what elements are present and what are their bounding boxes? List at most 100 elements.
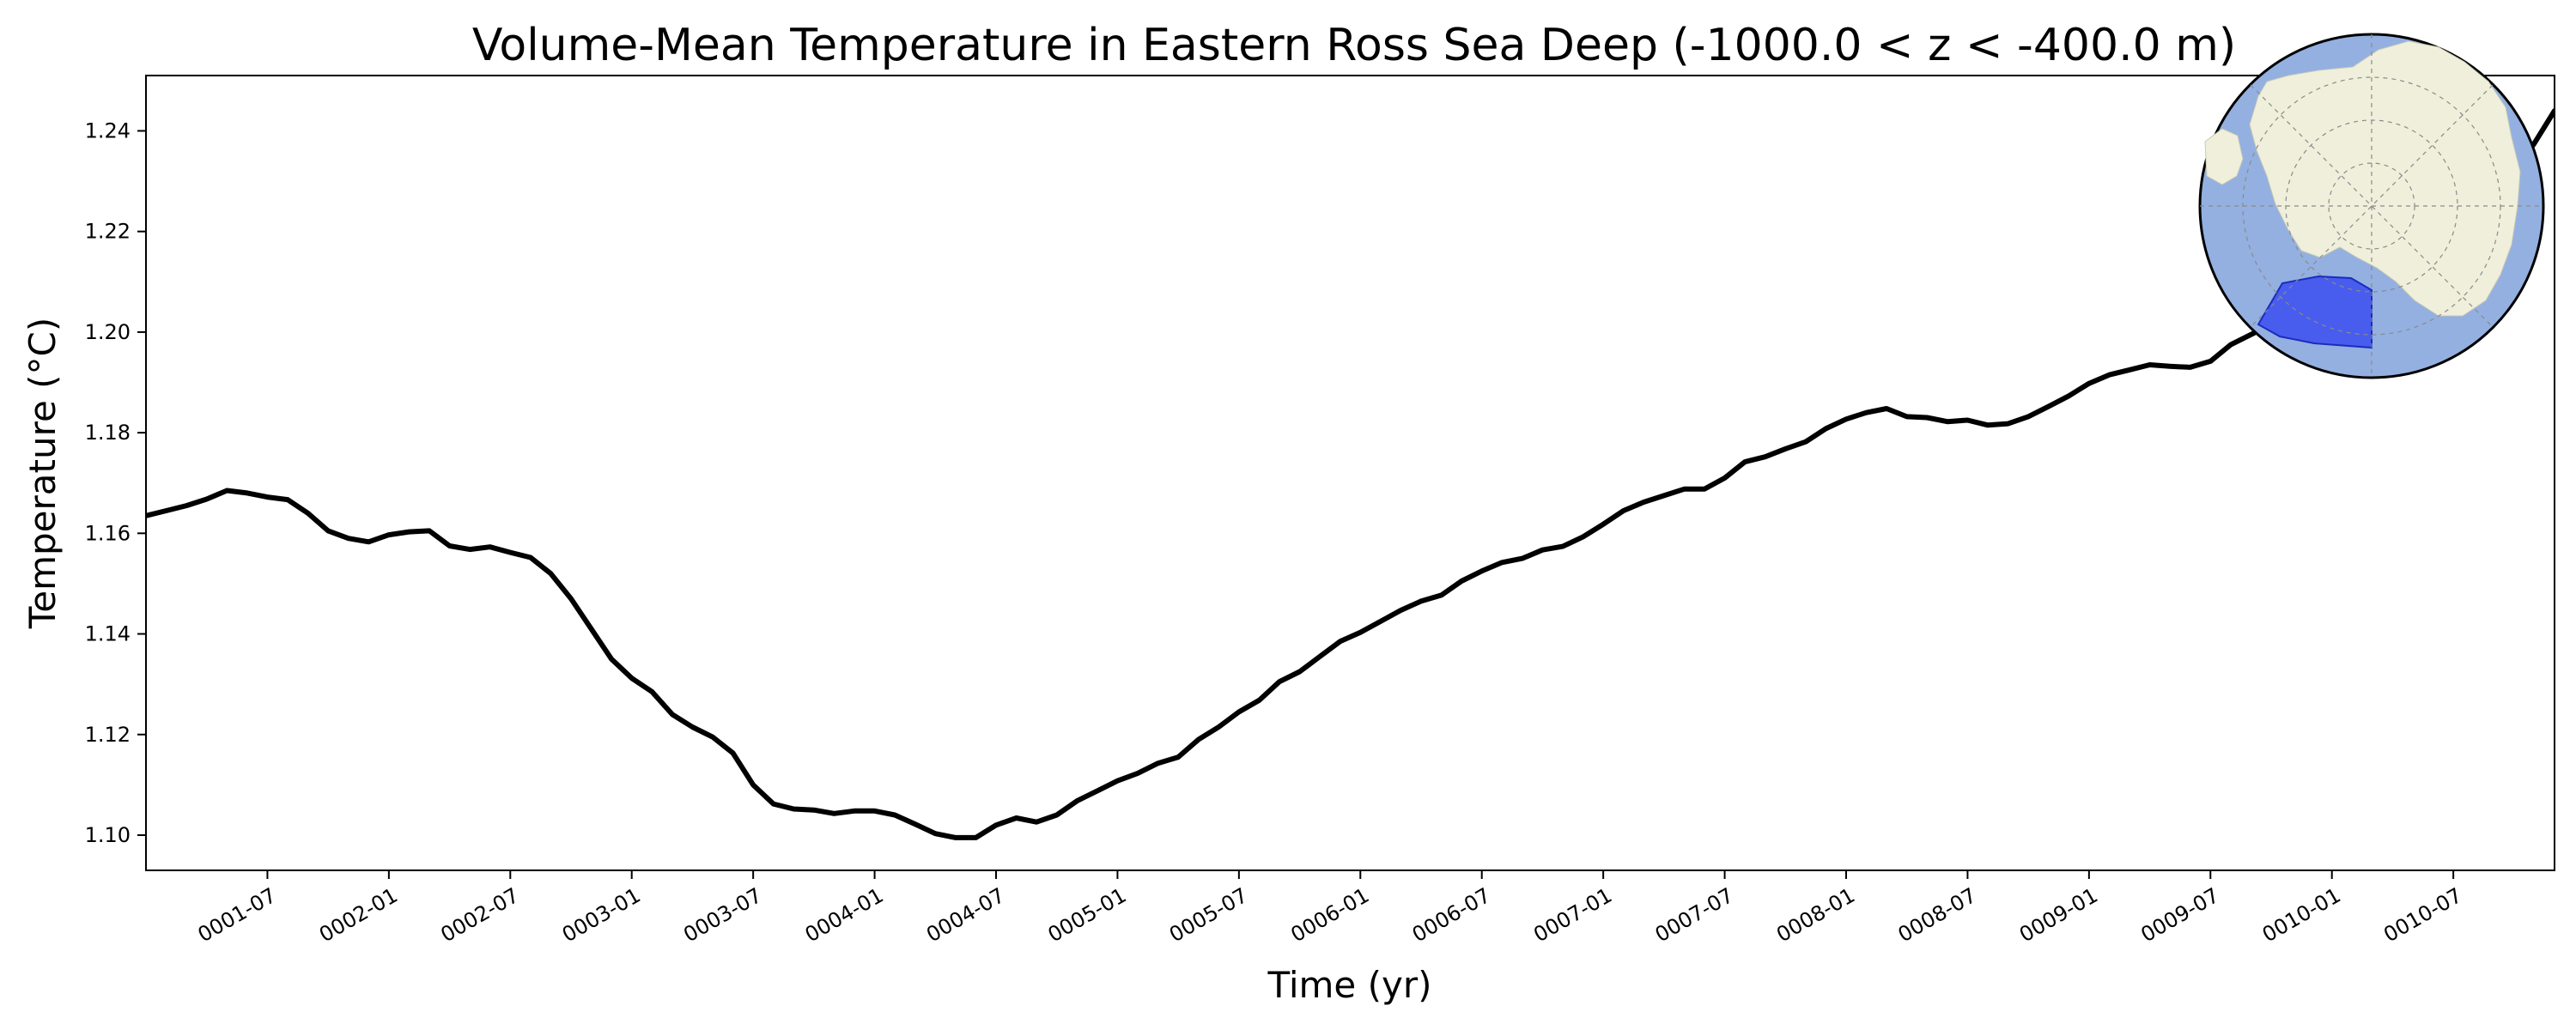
data-point bbox=[286, 498, 289, 501]
data-point bbox=[1804, 440, 1807, 444]
data-point bbox=[1257, 699, 1261, 702]
data-point bbox=[2087, 382, 2091, 385]
data-point bbox=[508, 551, 512, 554]
antarctica-inset-map bbox=[2198, 33, 2545, 379]
data-point bbox=[1075, 799, 1078, 803]
x-axis: 0001-07 0002-01 0002-07 0003-01 0003-07 0004-… bbox=[194, 870, 2466, 947]
data-point bbox=[246, 491, 249, 494]
data-point bbox=[407, 530, 410, 534]
x-tick-label: 0004-07 bbox=[922, 883, 1009, 947]
data-point bbox=[1582, 535, 1585, 538]
x-tick-label: 0002-01 bbox=[315, 883, 402, 947]
x-tick-label: 0006-07 bbox=[1408, 883, 1495, 947]
data-point bbox=[367, 540, 370, 543]
y-axis-label: Temperature (°C) bbox=[21, 318, 64, 630]
data-point bbox=[1278, 680, 1281, 683]
x-tick-label: 0004-01 bbox=[801, 883, 888, 947]
x-tick-label: 0010-01 bbox=[2258, 883, 2345, 947]
data-point bbox=[1703, 488, 1706, 491]
data-point bbox=[2007, 422, 2010, 426]
data-point bbox=[1682, 488, 1686, 491]
data-point bbox=[1339, 639, 1342, 643]
x-tick-label: 0010-07 bbox=[2379, 883, 2466, 947]
temperature-series-line bbox=[146, 108, 2555, 840]
data-point bbox=[307, 512, 310, 515]
data-point bbox=[893, 814, 896, 817]
x-tick-label: 0003-01 bbox=[558, 883, 645, 947]
data-point bbox=[671, 712, 674, 716]
plot-frame bbox=[145, 75, 2555, 871]
data-point bbox=[489, 545, 492, 548]
data-point bbox=[225, 489, 228, 493]
data-point bbox=[914, 822, 917, 826]
data-point bbox=[1723, 476, 1727, 480]
data-point bbox=[1217, 725, 1220, 729]
antarctica-landmass bbox=[2204, 40, 2521, 317]
chart-title: Volume-Mean Temperature in Eastern Ross … bbox=[472, 20, 2236, 71]
data-point bbox=[812, 809, 816, 812]
data-point bbox=[1035, 821, 1038, 824]
x-tick-label: 0002-07 bbox=[436, 883, 523, 947]
data-point bbox=[832, 812, 835, 815]
x-tick-label: 0003-07 bbox=[679, 883, 766, 947]
data-point bbox=[1601, 523, 1605, 526]
data-point bbox=[1318, 655, 1321, 658]
data-point bbox=[448, 544, 452, 548]
data-point bbox=[1622, 509, 1625, 512]
data-point bbox=[2553, 109, 2556, 112]
y-tick-label: 1.20 bbox=[85, 320, 131, 344]
data-point bbox=[468, 548, 471, 551]
data-point bbox=[994, 823, 998, 827]
data-point bbox=[1783, 447, 1787, 451]
data-point bbox=[1642, 500, 1645, 504]
y-tick-label: 1.24 bbox=[85, 118, 131, 142]
data-point bbox=[2107, 373, 2111, 377]
x-tick-label: 0009-01 bbox=[2015, 883, 2102, 947]
x-tick-label: 0009-07 bbox=[2136, 883, 2223, 947]
data-point bbox=[326, 529, 330, 532]
data-point bbox=[1905, 415, 1909, 418]
data-point bbox=[2047, 405, 2050, 409]
data-point bbox=[387, 533, 391, 536]
data-point bbox=[2168, 365, 2172, 368]
data-point bbox=[711, 736, 714, 739]
y-tick-label: 1.18 bbox=[85, 421, 131, 445]
data-point bbox=[1157, 761, 1160, 765]
data-point bbox=[144, 514, 148, 518]
data-point bbox=[1540, 548, 1544, 552]
data-point bbox=[1298, 670, 1302, 674]
data-point bbox=[751, 783, 755, 786]
data-point bbox=[1379, 620, 1382, 623]
data-point bbox=[954, 836, 957, 839]
data-point bbox=[2229, 343, 2233, 347]
x-tick-label: 0007-07 bbox=[1651, 883, 1738, 947]
x-tick-label: 0006-01 bbox=[1286, 883, 1373, 947]
y-axis: 1.10 1.12 1.14 1.16 1.18 1.20 1.22 1.24 bbox=[85, 118, 146, 847]
data-point bbox=[1419, 599, 1423, 603]
data-point bbox=[650, 690, 653, 694]
data-point bbox=[1946, 420, 1949, 423]
data-point bbox=[1764, 455, 1767, 458]
x-tick-label: 0007-01 bbox=[1529, 883, 1616, 947]
data-point bbox=[1965, 419, 1969, 422]
data-point bbox=[1865, 411, 1868, 415]
x-tick-label: 0008-07 bbox=[1894, 883, 1981, 947]
data-point bbox=[1561, 545, 1564, 548]
data-point bbox=[1662, 494, 1666, 497]
data-point bbox=[2148, 363, 2152, 367]
data-point bbox=[933, 832, 937, 835]
data-point bbox=[529, 556, 532, 560]
y-tick-label: 1.10 bbox=[85, 823, 131, 847]
data-point bbox=[1115, 779, 1119, 783]
data-point bbox=[1136, 772, 1139, 775]
data-point bbox=[428, 529, 431, 532]
x-axis-label: Time (yr) bbox=[1267, 964, 1431, 1006]
data-point bbox=[1055, 814, 1059, 817]
data-point bbox=[853, 809, 856, 813]
data-point bbox=[185, 504, 188, 507]
data-point bbox=[772, 803, 775, 806]
data-point bbox=[569, 597, 573, 601]
data-point bbox=[1885, 407, 1888, 410]
y-tick-label: 1.22 bbox=[85, 220, 131, 244]
